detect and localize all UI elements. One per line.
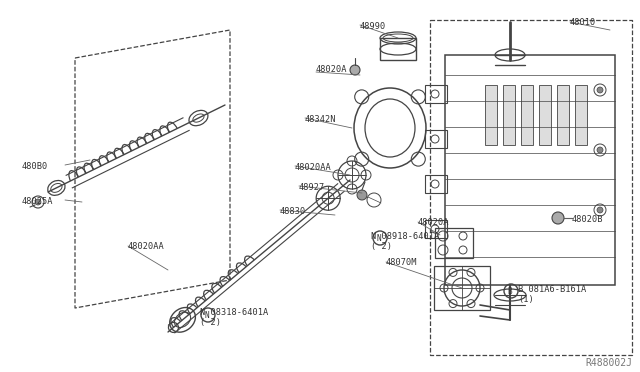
Text: 48020AA: 48020AA xyxy=(128,242,164,251)
Circle shape xyxy=(357,190,367,200)
Bar xyxy=(380,38,416,60)
Bar xyxy=(425,130,447,148)
Text: 48020B: 48020B xyxy=(572,215,604,224)
Bar xyxy=(434,266,490,310)
Text: B 081A6-B161A
(1): B 081A6-B161A (1) xyxy=(518,285,586,304)
Bar xyxy=(521,85,533,145)
Circle shape xyxy=(35,199,41,205)
Bar xyxy=(445,55,615,285)
Text: 48020AA: 48020AA xyxy=(295,163,332,172)
Circle shape xyxy=(350,65,360,75)
Bar xyxy=(435,228,473,258)
Text: B: B xyxy=(508,287,512,296)
Text: N 08918-6401A
( 2): N 08918-6401A ( 2) xyxy=(371,232,439,251)
Bar xyxy=(575,85,587,145)
Text: R488002J: R488002J xyxy=(585,358,632,368)
Circle shape xyxy=(597,207,603,213)
Text: N: N xyxy=(205,311,209,320)
Bar xyxy=(557,85,569,145)
Text: 48020A: 48020A xyxy=(316,65,348,74)
Bar xyxy=(485,85,497,145)
Text: 48830: 48830 xyxy=(280,207,307,216)
Bar xyxy=(425,175,447,193)
Text: N: N xyxy=(377,234,381,243)
Bar xyxy=(539,85,551,145)
Circle shape xyxy=(597,87,603,93)
Text: 48010: 48010 xyxy=(570,18,596,27)
Bar xyxy=(425,85,447,103)
Text: N 08318-6401A
( 2): N 08318-6401A ( 2) xyxy=(200,308,268,327)
Text: 480B0: 480B0 xyxy=(22,162,48,171)
Text: 48342N: 48342N xyxy=(305,115,337,124)
Text: 48020A: 48020A xyxy=(418,218,449,227)
Text: 48025A: 48025A xyxy=(22,197,54,206)
Text: 48927: 48927 xyxy=(299,183,325,192)
Circle shape xyxy=(597,147,603,153)
Bar xyxy=(425,220,447,238)
Text: 48070M: 48070M xyxy=(386,258,417,267)
Bar xyxy=(503,85,515,145)
Text: 48990: 48990 xyxy=(360,22,387,31)
Circle shape xyxy=(552,212,564,224)
